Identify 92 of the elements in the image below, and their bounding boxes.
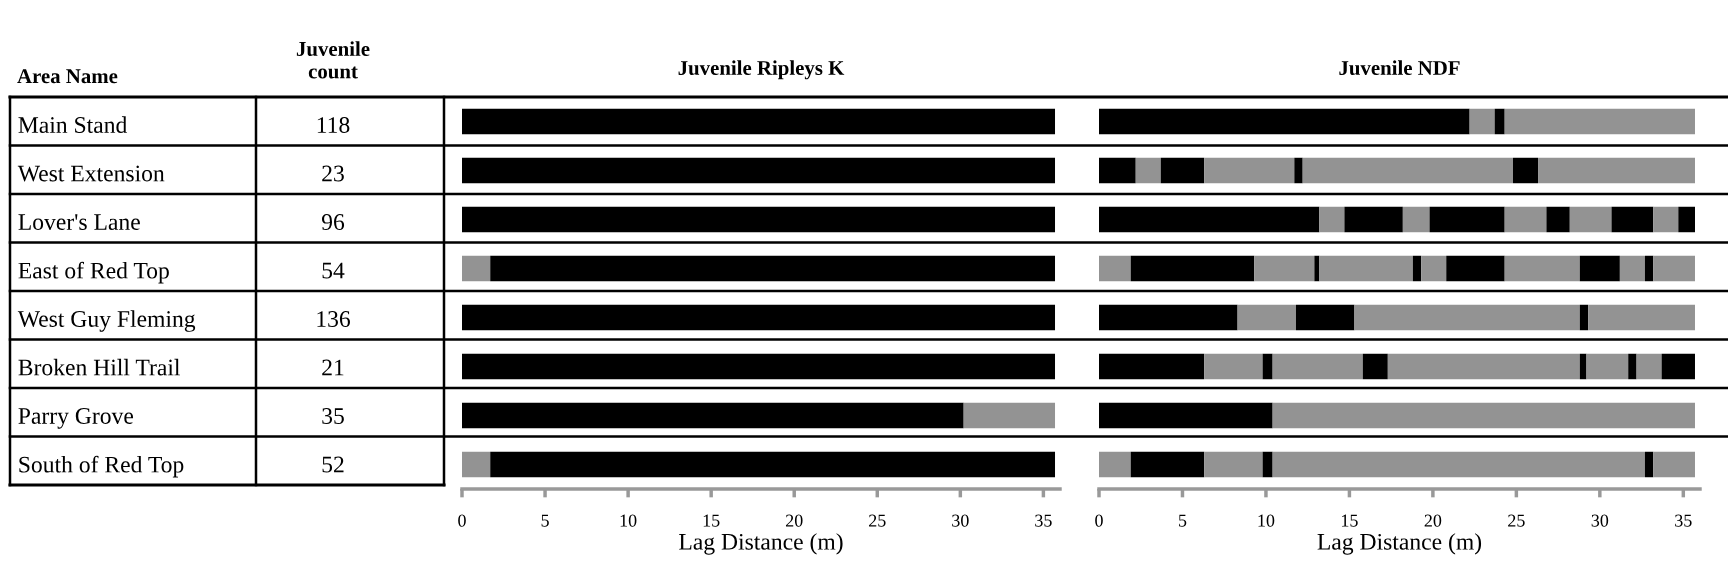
bar: [1504, 108, 1695, 135]
bar: [1204, 353, 1263, 380]
data-label: 35: [322, 408, 344, 424]
bar: [1628, 353, 1637, 380]
bar: [1204, 157, 1295, 184]
x-tick-label: 5: [541, 514, 549, 527]
bar: [462, 451, 491, 478]
bar: [1237, 304, 1296, 331]
x-tick-label: 35: [1035, 514, 1052, 527]
bar: [1099, 353, 1205, 380]
category-label: Broken Hill Trail: [18, 358, 181, 376]
category-label: Parry Grove: [18, 408, 134, 429]
x-tick-label: 0: [1095, 514, 1103, 527]
data-label: 54: [322, 262, 345, 279]
bar: [462, 108, 1056, 135]
bar: [1586, 353, 1629, 380]
data-label: 96: [321, 214, 345, 230]
data-label: 118: [317, 117, 350, 133]
bar: [1402, 206, 1430, 233]
bar: [462, 255, 491, 282]
bar: [1099, 108, 1470, 135]
bar: [1661, 353, 1695, 380]
bar: [1387, 353, 1580, 380]
x-tick-label: 10: [1258, 514, 1275, 527]
chart-title: Juvenile Ripleys K: [678, 60, 845, 80]
bar: [1262, 353, 1273, 380]
bar: [490, 255, 1056, 282]
bar: [1588, 304, 1695, 331]
bar: [1513, 157, 1539, 184]
category-label: Main Stand: [18, 116, 128, 133]
bar: [1611, 206, 1654, 233]
data-label: 21: [322, 359, 344, 376]
bar: [1653, 206, 1679, 233]
bar: [462, 206, 1056, 233]
bar: [1362, 353, 1388, 380]
bar: [1504, 206, 1547, 233]
bar: [1272, 353, 1363, 380]
bar: [1678, 206, 1695, 233]
bar: [1546, 206, 1570, 233]
bar: [1538, 157, 1695, 184]
bar: [1294, 157, 1303, 184]
data-label: 52: [322, 456, 344, 473]
x-axis-title: Lag Distance (m): [1317, 533, 1482, 555]
category-label: West Guy Fleming: [17, 310, 196, 332]
bar: [1099, 304, 1238, 331]
data-label: 136: [317, 311, 350, 327]
category-label: South of Red Top: [19, 455, 184, 478]
x-tick-label: 10: [620, 514, 637, 527]
bar: [1469, 108, 1495, 135]
x-tick-label: 25: [869, 514, 886, 527]
bar: [1272, 402, 1695, 429]
text: Area Name: [17, 69, 118, 84]
data-label: 23: [322, 165, 344, 182]
bar: [1295, 304, 1355, 331]
bar: [1636, 353, 1662, 380]
bar: [1354, 304, 1580, 331]
bar: [1569, 206, 1612, 233]
bar: [1429, 206, 1505, 233]
bar: [462, 304, 1056, 331]
category-label: East of Red Top: [18, 261, 169, 284]
x-tick-label: 30: [952, 514, 969, 527]
bar: [1653, 255, 1695, 282]
category-label: West Extension: [17, 165, 165, 182]
x-tick-label: 25: [1508, 514, 1525, 527]
bar: [1099, 157, 1136, 184]
x-tick-label: 5: [1179, 514, 1187, 527]
x-tick-label: 30: [1591, 514, 1609, 527]
x-tick-label: 20: [1424, 514, 1442, 527]
bar: [963, 402, 1056, 429]
x-tick-label: 0: [458, 514, 466, 527]
bar: [1135, 157, 1161, 184]
bar: [490, 451, 1056, 478]
bar: [1344, 206, 1403, 233]
bar: [1319, 206, 1345, 233]
category-label: Lover's Lane: [18, 214, 140, 230]
bar: [462, 157, 1056, 184]
x-tick-label: 15: [1341, 514, 1358, 527]
x-tick-label: 35: [1675, 514, 1692, 527]
chart-title: Juvenile NDF: [1339, 60, 1460, 76]
bar: [462, 353, 1056, 380]
bar: [1644, 255, 1654, 282]
bar: [1099, 402, 1273, 429]
text: Juvenile count: [296, 41, 370, 79]
bar: [1160, 157, 1205, 184]
x-tick-label: 15: [703, 514, 720, 527]
bar: [1302, 157, 1514, 184]
bar: [1494, 108, 1505, 135]
bar: [1099, 206, 1320, 233]
bar: [462, 402, 964, 429]
x-axis-title: Lag Distance (m): [679, 533, 843, 555]
x-tick-label: 20: [785, 514, 803, 527]
bar: [1579, 304, 1589, 331]
